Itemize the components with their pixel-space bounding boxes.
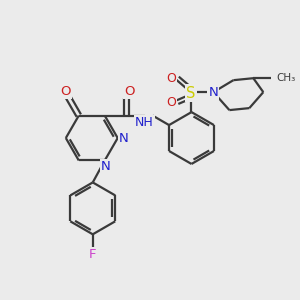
Text: O: O	[124, 85, 135, 98]
Text: N: N	[119, 131, 128, 145]
Text: N: N	[208, 86, 218, 99]
Text: CH₃: CH₃	[276, 73, 296, 83]
Text: F: F	[89, 248, 97, 261]
Text: S: S	[186, 86, 195, 101]
Text: N: N	[101, 160, 111, 173]
Text: O: O	[61, 85, 71, 98]
Text: NH: NH	[135, 116, 154, 129]
Text: O: O	[167, 96, 176, 109]
Text: O: O	[167, 72, 176, 85]
